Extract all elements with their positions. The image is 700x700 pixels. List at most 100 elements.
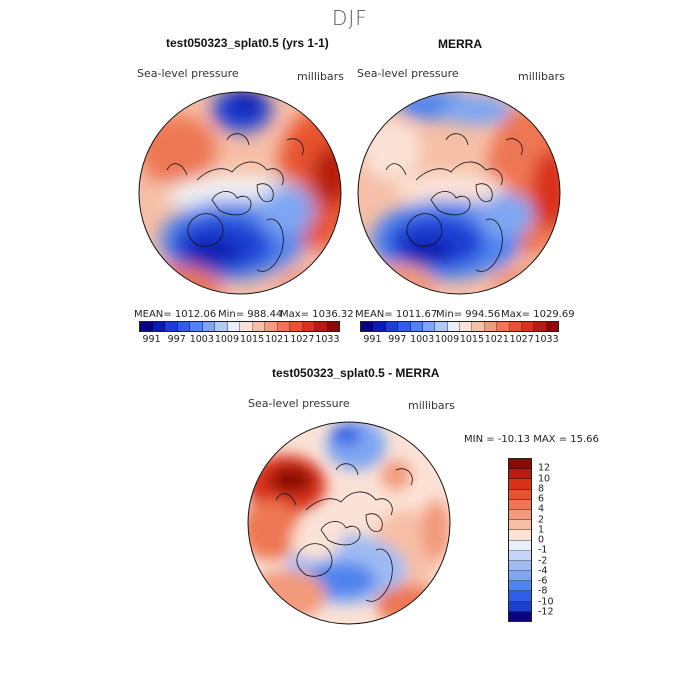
panel2-colorbar-tick-label: 1021: [484, 334, 509, 345]
panel2-mean: MEAN= 1011.67: [355, 309, 438, 320]
panel2-colorbar-swatch: [373, 322, 386, 331]
panel3-colorbar-tick-label: -12: [538, 606, 554, 618]
panel2-colorbar-tick-label: 1033: [534, 334, 559, 345]
panel3-colorbar-tick-label: 8: [538, 483, 545, 495]
panel2-colorbar-swatch: [509, 322, 522, 331]
panel2-colorbar-swatch: [398, 322, 411, 331]
panel3-colorbar-ticks: 12 10 8 6 4 2 1 0 -1 -2 -4 -6 -8 -10 -12: [538, 458, 578, 622]
panel2-colorbar-swatch: [546, 322, 558, 331]
panel3-minmax: MIN = -10.13 MAX = 15.66: [464, 434, 599, 445]
panel1-colorbar-swatch: [327, 322, 339, 331]
panel1-colorbar: [139, 321, 340, 332]
panel2-colorbar-tick-label: 1009: [434, 334, 460, 345]
panel3-colorbar-swatch: [509, 540, 531, 551]
panel2-colorbar-tick-label: 1027: [509, 334, 534, 345]
panel3-colorbar-swatch: [509, 550, 531, 561]
panel1-variable-label: Sea-level pressure: [137, 67, 239, 80]
page-title: DJF: [332, 6, 368, 30]
panel2-units-label: millibars: [518, 70, 565, 83]
panel1-colorbar-tick-label: 1033: [315, 334, 340, 345]
panel1-colorbar-swatch: [290, 322, 303, 331]
panel3-colorbar-tick-label: 1: [538, 524, 545, 536]
panel1-colorbar-tick-label: 991: [142, 334, 161, 345]
panel2-colorbar-tick-label: 997: [388, 334, 407, 345]
panel1-colorbar-swatch: [265, 322, 278, 331]
panel1-units-label: millibars: [297, 70, 344, 83]
panel3-colorbar-tick-label: -1: [538, 544, 548, 556]
panel3-colorbar-swatch: [509, 520, 531, 531]
panel1-min: Min= 988.44: [218, 309, 283, 320]
panel3-variable-label: Sea-level pressure: [248, 397, 350, 410]
panel1-colorbar-swatch: [252, 322, 265, 331]
panel3-colorbar-tick-label: -6: [538, 575, 548, 587]
panel2-colorbar-tick-label: 1015: [459, 334, 485, 345]
panel1-colorbar-swatch: [277, 322, 290, 331]
panel1-colorbar-tick-label: 1003: [189, 334, 214, 345]
panel2-min: Min= 994.56: [436, 309, 501, 320]
panel3-colorbar-tick-label: 12: [538, 462, 551, 474]
panel3-title: test050323_splat0.5 - MERRA: [272, 366, 440, 380]
panel1-colorbar-tick-label: 1021: [265, 334, 290, 345]
panel3-colorbar-swatch: [509, 581, 531, 592]
panel2-colorbar-swatch: [422, 322, 436, 331]
panel2-colorbar: [360, 321, 559, 332]
panel2-colorbar-swatch: [497, 322, 510, 331]
panel2-colorbar-tick-label: 1003: [410, 334, 435, 345]
panel1-colorbar-swatch: [227, 322, 240, 331]
panel2-variable-label: Sea-level pressure: [357, 67, 459, 80]
panel3-colorbar-tick-label: 4: [538, 503, 545, 515]
panel3-colorbar: [508, 458, 532, 622]
panel1-colorbar-tick-label: 1009: [214, 334, 240, 345]
panel3-colorbar-tick-label: 10: [538, 473, 551, 484]
panel2-colorbar-swatch: [435, 322, 448, 331]
panel3-colorbar-swatch: [509, 611, 531, 621]
panel1-colorbar-tick-label: 1027: [290, 334, 315, 345]
panel2-colorbar-swatch: [484, 322, 498, 331]
panel2-title: MERRA: [438, 37, 482, 51]
panel3-colorbar-swatch: [509, 469, 531, 480]
panel3-polar-map: [247, 421, 451, 625]
panel2-colorbar-swatch: [521, 322, 535, 331]
panel3-colorbar-swatch: [509, 571, 531, 582]
panel1-colorbar-swatch: [315, 322, 328, 331]
panel3-colorbar-tick-label: -4: [538, 565, 548, 577]
panel1-max: Max= 1036.32: [280, 309, 354, 320]
panel2-colorbar-swatch: [472, 322, 485, 331]
panel2-colorbar-swatch: [534, 322, 547, 331]
panel1-colorbar-swatch: [302, 322, 315, 331]
panel3-colorbar-tick-label: 2: [538, 514, 545, 525]
panel1-colorbar-tick-label: 1015: [239, 334, 265, 345]
panel1-polar-map: [138, 91, 342, 295]
panel3-colorbar-swatch: [509, 591, 531, 602]
panel1-title: test050323_splat0.5 (yrs 1-1): [166, 36, 329, 50]
panel3-colorbar-tick-label: -10: [538, 596, 554, 607]
panel1-colorbar-swatch: [240, 322, 253, 331]
panel2-colorbar-swatch: [385, 322, 399, 331]
panel1-colorbar-tick-label: 997: [167, 334, 186, 345]
panel1-colorbar-swatch: [165, 322, 178, 331]
panel3-colorbar-swatch: [509, 459, 531, 470]
panel2-colorbar-ticks: 991 997 1003 1009 1015 1021 1027 1033: [360, 334, 559, 348]
panel3-colorbar-tick-label: 6: [538, 493, 545, 505]
panel3-colorbar-swatch: [509, 509, 531, 521]
panel3-colorbar-swatch: [509, 560, 531, 572]
panel2-colorbar-swatch: [361, 322, 374, 331]
panel1-colorbar-swatch: [202, 322, 215, 331]
panel1-colorbar-swatch: [190, 322, 203, 331]
panel3-colorbar-tick-label: -2: [538, 555, 548, 566]
panel1-colorbar-swatch: [215, 322, 228, 331]
panel2-colorbar-tick-label: 991: [363, 334, 382, 345]
panel2-colorbar-swatch: [410, 322, 423, 331]
panel1-colorbar-swatch: [177, 322, 190, 331]
panel3-colorbar-swatch: [509, 530, 531, 541]
panel3-colorbar-swatch: [509, 479, 531, 490]
panel1-mean: MEAN= 1012.06: [134, 309, 217, 320]
panel2-colorbar-swatch: [447, 322, 460, 331]
panel3-units-label: millibars: [408, 399, 455, 412]
panel1-colorbar-ticks: 991 997 1003 1009 1015 1021 1027 1033: [139, 334, 340, 348]
panel3-colorbar-swatch: [509, 489, 531, 500]
panel2-colorbar-swatch: [460, 322, 473, 331]
panel3-colorbar-swatch: [509, 499, 531, 510]
panel3-colorbar-tick-label: 0: [538, 534, 545, 546]
panel1-colorbar-swatch: [140, 322, 153, 331]
